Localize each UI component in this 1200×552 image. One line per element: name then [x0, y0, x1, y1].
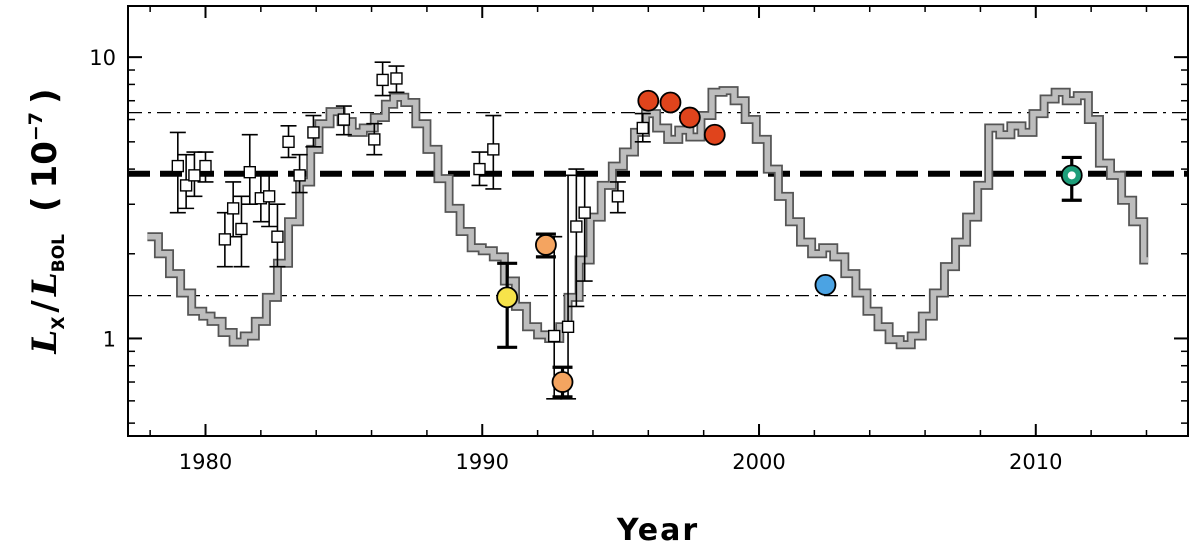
svg-text:LX/LBOL(10−7): LX/LBOL(10−7): [25, 88, 69, 354]
y-label-l2: L: [25, 272, 65, 297]
square-point-23: [578, 206, 591, 219]
square-point-5: [226, 202, 240, 215]
square-point-17: [390, 72, 403, 85]
square-point-19: [487, 143, 500, 156]
square-point-9: [262, 190, 276, 203]
square-point-6: [235, 222, 248, 236]
square-point-21: [561, 320, 575, 334]
square-point-11: [282, 135, 295, 149]
square-point-12: [293, 169, 306, 182]
square-point-25: [636, 121, 649, 135]
y-label-open-paren: (: [25, 196, 65, 212]
y-tick-label-0: 1: [103, 327, 116, 351]
y-label-sub-bol: BOL: [49, 234, 69, 272]
circle-point-5: [678, 106, 701, 129]
square-point-4: [218, 233, 232, 246]
square-point-20: [548, 329, 561, 343]
square-point-3: [199, 159, 212, 173]
y-label-l1: L: [25, 330, 65, 355]
circle-point-6: [703, 123, 726, 146]
circle-point-2: [551, 371, 574, 393]
axes-ticks: 1980 1990 2000 2010 1 10: [89, 6, 1188, 474]
circle-point-4: [659, 91, 682, 114]
filled-circle-points: [496, 89, 1083, 399]
square-point-22: [570, 220, 583, 233]
x-tick-label-3: 2010: [1009, 450, 1062, 474]
square-point-24: [611, 190, 625, 203]
open-square-points: [169, 61, 651, 400]
square-point-13: [307, 126, 320, 139]
square-point-14: [337, 113, 351, 126]
square-point-7: [243, 165, 256, 179]
circle-point-7: [814, 274, 837, 296]
y-label-exponent: −7: [25, 112, 47, 141]
circle-point-3: [637, 89, 660, 112]
square-point-15: [368, 133, 381, 146]
x-axis-label: Year: [616, 513, 699, 548]
square-point-18: [473, 162, 486, 176]
square-point-2: [188, 169, 201, 182]
square-point-1: [179, 179, 193, 192]
y-label-slash: /: [25, 300, 65, 313]
y-label-sub-x: X: [49, 317, 69, 330]
square-point-10: [271, 230, 284, 243]
x-tick-label-1: 1990: [456, 450, 509, 474]
y-label-close-paren: ): [25, 88, 65, 104]
circle-point-1: [535, 234, 557, 256]
x-tick-label-2: 2000: [732, 450, 785, 474]
y-tick-label-1: 10: [89, 46, 116, 70]
x-tick-label-0: 1980: [179, 450, 232, 474]
plot-frame: [127, 5, 1189, 437]
circle-point-center-8: [1067, 171, 1076, 180]
y-axis-label: LX/LBOL(10−7): [25, 88, 69, 354]
circle-point-0: [496, 286, 519, 309]
square-point-0: [171, 159, 185, 173]
y-label-scale: 10: [25, 141, 65, 188]
square-point-16: [376, 73, 389, 87]
